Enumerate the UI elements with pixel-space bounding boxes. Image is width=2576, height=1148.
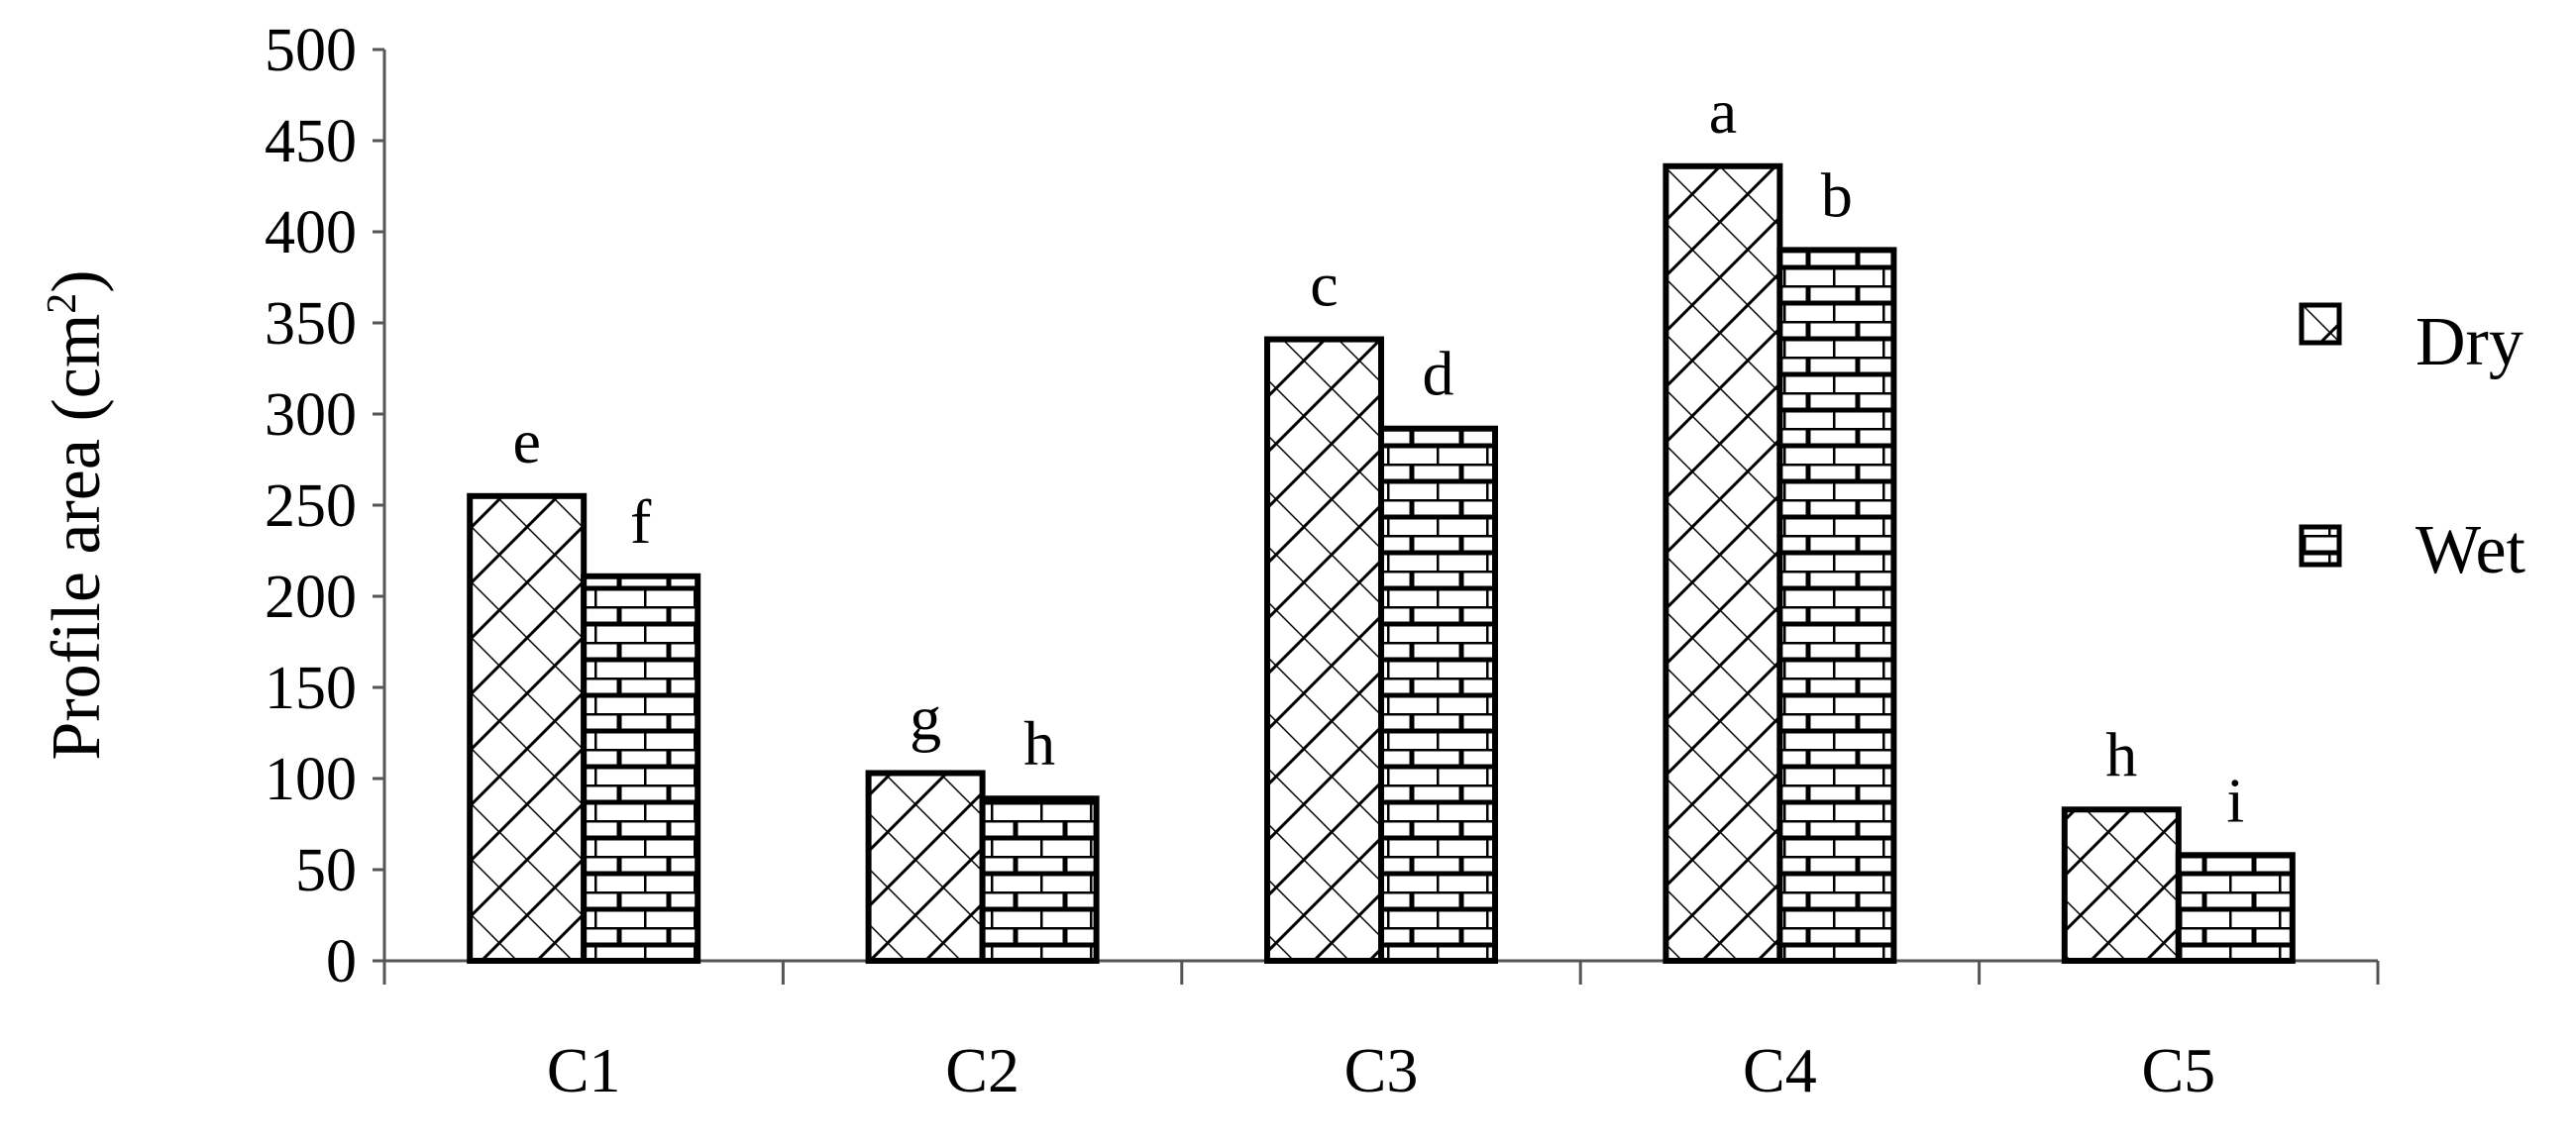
bar-wet-c3 [1378, 425, 1498, 965]
bar-wet-c5 [2175, 852, 2296, 965]
x-tick-group: C1 C2 C3 C4 C5 [382, 961, 2380, 1105]
y-tick-label: 400 [265, 199, 357, 266]
data-label: f [630, 486, 652, 557]
x-tick-label: C4 [1743, 1035, 1817, 1105]
bar-group [467, 162, 2296, 965]
legend-label-wet: Wet [2415, 512, 2526, 588]
x-tick-label: C3 [1344, 1035, 1419, 1105]
data-label: c [1310, 250, 1338, 320]
y-tick-label: 150 [265, 655, 357, 722]
data-label: b [1821, 159, 1853, 230]
legend-label-dry: Dry [2415, 304, 2523, 380]
data-label: h [1023, 708, 1055, 779]
bar-dry-c2 [865, 770, 986, 964]
y-axis-title: Profile area (cm2) [39, 269, 115, 760]
y-axis-title-main: Profile area (cm [39, 314, 115, 761]
bar-dry-c5 [2061, 806, 2182, 965]
y-tick-group: 0 50 100 150 200 250 300 350 400 450 500 [265, 17, 384, 995]
data-label: h [2105, 719, 2137, 789]
y-tick-label: 200 [265, 564, 357, 631]
y-tick-label: 50 [295, 837, 357, 904]
y-tick-label: 300 [265, 381, 357, 449]
data-label: g [910, 682, 941, 753]
bar-dry-c4 [1663, 162, 1783, 964]
data-label: d [1423, 339, 1454, 409]
legend-swatch-dry [2299, 302, 2342, 346]
data-label: e [512, 406, 540, 476]
y-tick-label: 350 [265, 290, 357, 358]
y-axis: 0 50 100 150 200 250 300 350 400 450 500 [265, 17, 386, 995]
legend-item-dry: Dry [2299, 302, 2523, 380]
bar-dry-c3 [1264, 336, 1384, 964]
bar-wet-c2 [979, 795, 1100, 964]
data-label-group: e g c a h f h d b i [512, 76, 2244, 836]
x-tick-label: C5 [2141, 1035, 2215, 1105]
y-axis-title-superscript: 2 [40, 293, 85, 314]
bar-wet-c4 [1776, 247, 1897, 964]
x-axis: C1 C2 C3 C4 C5 [382, 959, 2380, 1105]
y-tick-label: 450 [265, 108, 357, 175]
legend-swatch-wet [2299, 524, 2342, 568]
bar-dry-c1 [467, 492, 588, 964]
bar-wet-c1 [581, 573, 701, 964]
data-label: a [1709, 76, 1737, 147]
y-tick-label: 0 [326, 928, 357, 995]
x-tick-label: C2 [945, 1035, 1020, 1105]
y-tick-label: 250 [265, 472, 357, 540]
y-tick-label: 500 [265, 17, 357, 84]
y-axis-title-close: ) [39, 269, 115, 292]
y-tick-label: 100 [265, 746, 357, 813]
data-label: i [2226, 765, 2244, 835]
legend: Dry Wet [2299, 302, 2526, 588]
x-tick-label: C1 [547, 1035, 621, 1105]
legend-item-wet: Wet [2299, 512, 2526, 588]
